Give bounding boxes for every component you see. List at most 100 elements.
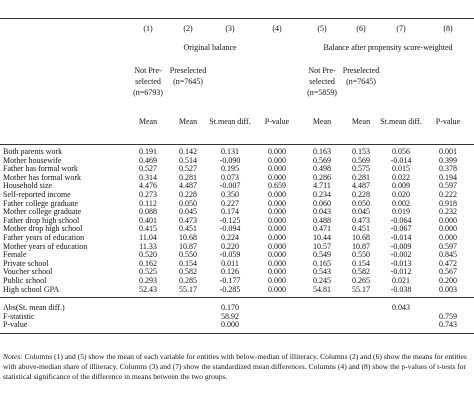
cell: 0.000 [268,172,286,182]
balance-table: (1) (2) (3) (4) (5) (6) (7) (8) Original… [0,18,474,334]
cell: 0.011 [221,258,239,268]
cell: 0.022 [392,172,410,182]
cell: 0.000 [268,250,286,260]
table-row: Father college graduate 0.112 0.050 0.227 0.… [0,198,474,209]
cell: -0.013 [390,258,412,268]
cell: 0.575 [352,164,370,174]
sample-headers: Not Pre-selected (n=6793) Preselected (n… [0,59,474,109]
cell: 0.088 [139,207,157,217]
col-number: (4) [252,18,302,39]
row-label: Mother years of education [3,241,88,251]
cell [342,313,380,322]
cell: 55.17 [342,285,380,299]
stat-header: Mean [342,108,380,145]
table-row: Mother years of education 11.33 10.87 0.220… [0,241,474,252]
table-row: Both parents work 0.191 0.142 0.131 0.000 0.1… [0,145,474,157]
sample-header: Not Pre-selected (n=6793) [133,65,163,97]
cell: 0.000 [268,241,286,251]
cell: 0.473 [352,215,370,225]
row-label: Mother housewife [3,155,62,165]
table-row: Voucher school 0.525 0.582 0.126 0.000 0.543 0… [0,268,474,277]
cell: 0.232 [439,207,457,217]
cell: 0.549 [313,250,331,260]
cell: 4.487 [179,181,197,191]
row-label: Father college graduate [3,198,79,208]
cell: 0.073 [221,172,239,182]
cell: 0.021 [392,275,410,285]
cell: 0.285 [179,275,197,285]
cell: 4.476 [139,181,157,191]
cell: -0.038 [380,285,422,299]
cell: 0.550 [179,250,197,260]
cell: 0.597 [439,181,457,191]
row-label: Voucher school [3,267,53,277]
cell: 0.498 [313,164,331,174]
cell: 0.471 [313,224,331,234]
cell: 0.000 [208,320,252,334]
stat-header: St.mean diff. [208,108,252,145]
cell: 0.003 [422,285,474,299]
cell: 0.191 [139,147,157,156]
cell: 0.043 [392,303,410,313]
notes: Notes: Columns (1) and (5) show the mean… [3,352,471,382]
cell [128,313,168,322]
cell: 0.514 [179,155,197,165]
cell: 0.112 [139,198,157,208]
cell: 0.569 [313,155,331,165]
stat-header: Mean [302,108,342,145]
cell: 0.000 [252,285,302,299]
cell: 52.43 [128,285,168,299]
cell: 0.194 [439,172,457,182]
cell: 0.281 [179,172,197,182]
cell: 0.020 [392,189,410,199]
cell: -0.067 [390,224,412,234]
cell: 0.000 [439,232,457,242]
table-row: Public school 0.293 0.285 -0.177 0.000 0.245 0… [0,275,474,286]
cell: 0.000 [268,258,286,268]
cell: 0.000 [439,215,457,225]
cell: 0.170 [221,303,239,313]
cell: 0.019 [392,207,410,217]
table-head: (1) (2) (3) (4) (5) (6) (7) (8) Original… [0,18,474,145]
cell: 0.154 [352,258,370,268]
cell: -0.125 [219,215,241,225]
cell: 0.273 [139,189,157,199]
cell: 10.57 [313,241,331,251]
cell: -0.064 [390,215,412,225]
table-row: High school GPA 52.43 55.17 -0.285 0.000 54.8… [0,285,474,299]
cell: 0.401 [139,215,157,225]
row-label: Female [3,250,27,260]
cell: -0.090 [219,155,241,165]
cell: 0.000 [268,267,286,277]
cell: 0.154 [179,258,197,268]
cell: 0.000 [439,224,457,234]
col-number: (1) [128,18,168,39]
cell: 0.234 [313,189,331,199]
cell: 0.597 [439,241,457,251]
table-row: Private school 0.162 0.154 0.011 0.000 0.165 0… [0,258,474,269]
cell [302,321,342,334]
cell: 0.000 [268,232,286,242]
cell: 10.87 [352,241,370,251]
cell [380,321,422,334]
col-number: (7) [380,18,422,39]
row-label: Household size [3,181,53,191]
table-row: F-statistic 58.92 0.759 [0,312,474,322]
cell: 0.567 [439,267,457,277]
cell [128,298,168,313]
cell: 0.000 [268,164,286,174]
sample-header: Preselected (n=7645) [342,65,380,86]
table-row: Abs(St. mean diff.) 0.170 0.043 [0,298,474,313]
cell: 0.550 [352,250,370,260]
group-headers: Original balance Balance after propensit… [0,39,474,59]
cell [342,321,380,334]
col-number: (3) [208,18,252,39]
cell: 0.045 [179,207,197,217]
cell: 0.582 [179,267,197,277]
column-numbers: (1) (2) (3) (4) (5) (6) (7) (8) [0,18,474,39]
cell: 0.060 [313,198,331,208]
row-label: Father has formal work [3,164,78,174]
row-label: Mother drop high school [3,224,83,234]
table-row: Father drop high school 0.401 0.473 -0.125 0… [0,215,474,226]
cell: 0.245 [313,275,331,285]
